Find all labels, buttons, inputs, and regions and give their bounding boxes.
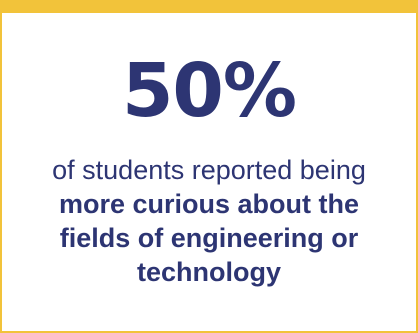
caption-emphasis: more curious about the fields of enginee… bbox=[58, 189, 360, 287]
stat-value: 50% bbox=[121, 48, 297, 134]
caption-intro: of students reported being bbox=[52, 155, 366, 185]
stat-caption: of students reported being more curious … bbox=[22, 153, 396, 289]
